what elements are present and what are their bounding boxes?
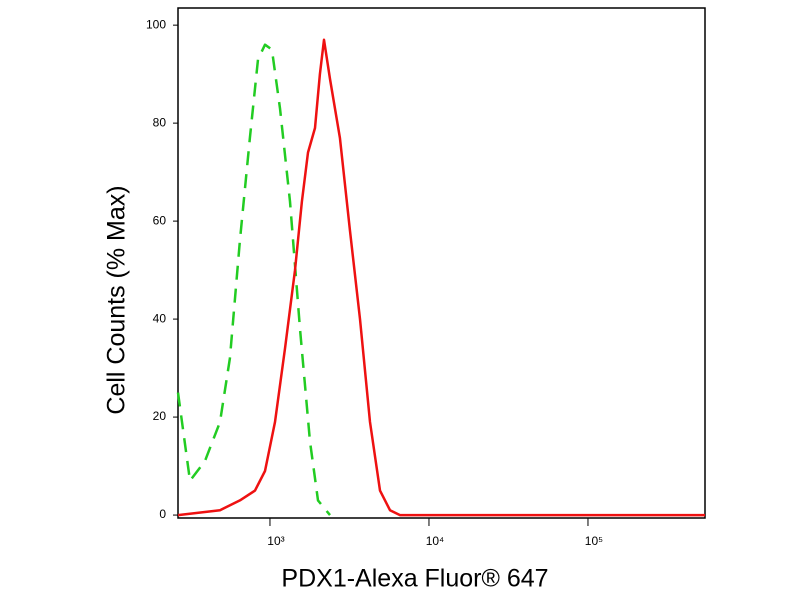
y-tick-label: 20 bbox=[153, 409, 167, 423]
x-tick-label: 10³ bbox=[267, 534, 284, 548]
y-tick-label: 60 bbox=[153, 213, 167, 227]
x-tick-label: 10⁵ bbox=[585, 534, 603, 548]
y-axis-title: Cell Counts (% Max) bbox=[103, 185, 131, 414]
y-tick-label: 40 bbox=[153, 311, 167, 325]
x-tick-label: 10⁴ bbox=[426, 534, 445, 548]
y-tick-label: 0 bbox=[159, 507, 166, 521]
x-axis-title: PDX1-Alexa Fluor® 647 bbox=[281, 565, 548, 593]
plot-frame bbox=[177, 7, 706, 519]
series-line bbox=[176, 43, 331, 516]
y-tick-label: 100 bbox=[146, 17, 166, 31]
series-line bbox=[177, 38, 705, 517]
y-tick-label: 80 bbox=[153, 115, 167, 129]
